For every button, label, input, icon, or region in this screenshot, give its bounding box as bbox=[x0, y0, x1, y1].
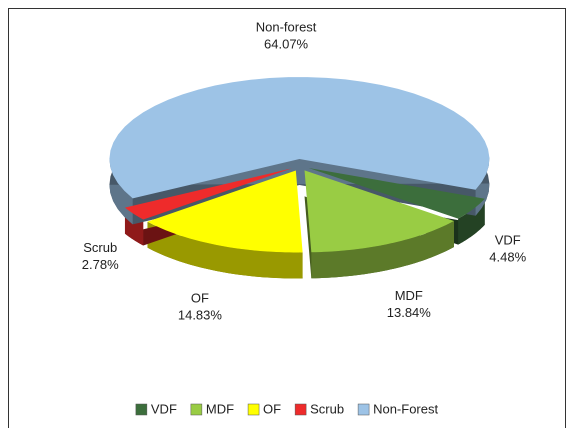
data-label: 14.83% bbox=[178, 308, 223, 323]
legend-swatch bbox=[294, 403, 307, 416]
data-label: 4.48% bbox=[489, 250, 526, 265]
data-label: 2.78% bbox=[82, 257, 119, 272]
legend-swatch bbox=[135, 403, 148, 416]
legend-label: Scrub bbox=[310, 401, 344, 416]
data-label: 64.07% bbox=[264, 37, 309, 52]
data-label-name: VDF bbox=[495, 233, 521, 248]
data-label: 13.84% bbox=[387, 305, 432, 320]
slice bbox=[304, 170, 454, 253]
legend-label: VDF bbox=[151, 401, 177, 416]
legend-label: Non-Forest bbox=[373, 401, 438, 416]
legend-swatch bbox=[357, 403, 370, 416]
data-label-name: Scrub bbox=[83, 240, 117, 255]
legend-swatch bbox=[247, 403, 260, 416]
slice bbox=[124, 168, 292, 220]
data-label-name: OF bbox=[191, 291, 209, 306]
slice-side bbox=[147, 221, 303, 279]
legend: VDF MDF OF Scrub Non-Forest bbox=[135, 401, 438, 416]
slice-side bbox=[311, 220, 454, 279]
legend-swatch bbox=[190, 403, 203, 416]
slice bbox=[147, 170, 303, 253]
slice bbox=[308, 168, 485, 219]
data-label-name: Non-forest bbox=[256, 20, 317, 35]
slice bbox=[109, 77, 490, 199]
legend-label: OF bbox=[263, 401, 281, 416]
data-label-name: MDF bbox=[395, 288, 423, 303]
legend-label: MDF bbox=[206, 401, 234, 416]
